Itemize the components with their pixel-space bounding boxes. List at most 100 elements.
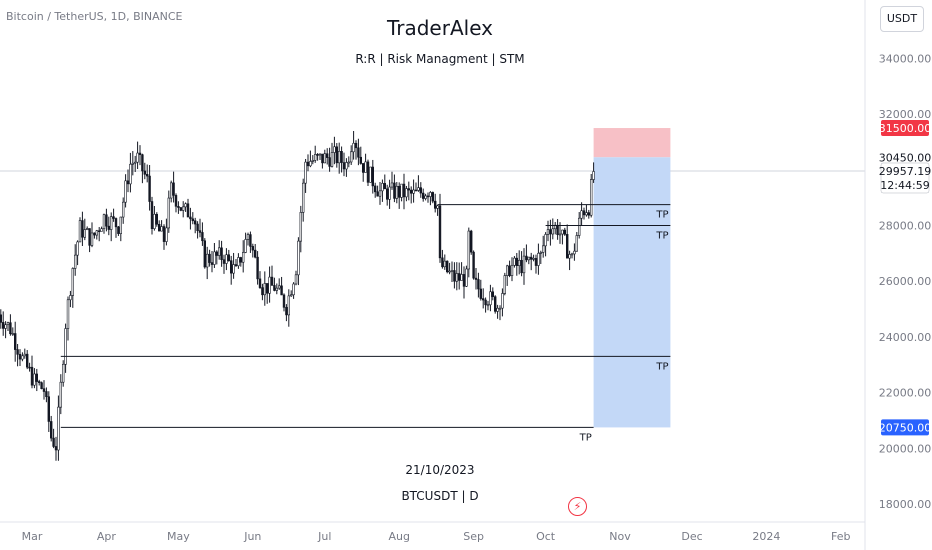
candle-body bbox=[546, 229, 550, 235]
candle-body bbox=[131, 162, 134, 165]
candle-body bbox=[119, 216, 123, 234]
candle-body bbox=[563, 229, 567, 235]
target-zone bbox=[593, 157, 671, 428]
candle-body bbox=[124, 180, 127, 203]
y-tick-label: 22000.00 bbox=[879, 387, 932, 400]
candle-body bbox=[592, 171, 595, 180]
candle-body bbox=[158, 223, 161, 232]
candle-body bbox=[309, 161, 312, 167]
candle-body bbox=[174, 195, 178, 207]
candle-body bbox=[45, 391, 48, 398]
y-tick-label: 18000.00 bbox=[879, 498, 932, 511]
candle-body bbox=[573, 250, 576, 255]
candle-body bbox=[47, 396, 51, 422]
candle-body bbox=[493, 296, 497, 312]
candle-body bbox=[388, 186, 391, 200]
symbol-title[interactable]: Bitcoin / TetherUS, 1D, BINANCE bbox=[6, 10, 183, 23]
candle-body bbox=[337, 151, 341, 164]
y-tick-label: 28000.00 bbox=[879, 220, 932, 233]
last-price-label: 29957.19 bbox=[879, 165, 932, 178]
candle-body bbox=[246, 234, 250, 240]
candle-body bbox=[297, 240, 300, 276]
candle-body bbox=[508, 265, 511, 276]
y-tick-label: 26000.00 bbox=[879, 275, 932, 288]
candle-body bbox=[69, 295, 72, 301]
candle-body bbox=[122, 201, 125, 218]
candle-body bbox=[299, 212, 302, 242]
candle-body bbox=[254, 249, 257, 258]
candle-body bbox=[400, 183, 403, 198]
candle-body bbox=[177, 205, 180, 208]
candle-body bbox=[18, 354, 22, 360]
candle-body bbox=[397, 185, 401, 198]
bar-timer-label: 12:44:59 bbox=[880, 179, 929, 192]
candle-body bbox=[453, 270, 456, 282]
candle-body bbox=[40, 382, 43, 389]
candle-body bbox=[201, 232, 204, 242]
x-tick-label: Apr bbox=[97, 530, 117, 543]
candle-body bbox=[268, 276, 271, 294]
candle-body bbox=[558, 233, 562, 236]
candle-body bbox=[361, 163, 365, 173]
candle-body bbox=[527, 256, 531, 261]
candle-body bbox=[220, 247, 223, 260]
candle-body bbox=[61, 363, 65, 383]
candle-body bbox=[369, 166, 372, 183]
candle-body bbox=[402, 183, 406, 198]
candle-body bbox=[376, 191, 379, 197]
candle-body bbox=[426, 195, 430, 198]
candle-body bbox=[155, 213, 158, 225]
candle-body bbox=[441, 257, 444, 268]
candle-body bbox=[551, 228, 555, 235]
candle-body bbox=[520, 259, 523, 274]
candle-body bbox=[270, 276, 274, 286]
candle-body bbox=[275, 287, 278, 291]
candle-body bbox=[64, 328, 67, 365]
candle-body bbox=[445, 260, 449, 273]
candle-body bbox=[318, 153, 322, 156]
candle-body bbox=[136, 152, 139, 163]
candle-body bbox=[66, 299, 70, 329]
tp-label: TP bbox=[579, 432, 592, 443]
candle-body bbox=[239, 257, 242, 263]
candle-body bbox=[1, 322, 5, 329]
candle-body bbox=[345, 162, 348, 170]
entry-price-label: 30450.00 bbox=[879, 151, 932, 164]
flash-icon[interactable]: ⚡ bbox=[568, 497, 587, 516]
target-price-label-bg bbox=[881, 419, 929, 436]
candle-body bbox=[14, 333, 17, 350]
candle-body bbox=[196, 223, 199, 231]
candle-body bbox=[203, 240, 206, 268]
x-tick-label: Nov bbox=[609, 530, 631, 543]
candle-body bbox=[383, 183, 386, 190]
candle-body bbox=[419, 187, 422, 194]
candle-body bbox=[76, 241, 79, 256]
candle-body bbox=[469, 230, 473, 253]
candle-body bbox=[186, 203, 190, 218]
candle-body bbox=[4, 324, 7, 329]
tp-label: TP bbox=[655, 361, 668, 372]
candle-body bbox=[414, 189, 418, 192]
candle-body bbox=[450, 270, 454, 272]
candle-body bbox=[110, 216, 113, 230]
candle-body bbox=[100, 228, 103, 232]
candle-body bbox=[232, 264, 235, 274]
candle-body bbox=[366, 161, 370, 183]
candle-body bbox=[90, 232, 94, 246]
candle-body bbox=[306, 161, 310, 167]
candle-body bbox=[328, 157, 331, 167]
candle-body bbox=[42, 388, 46, 392]
candle-body bbox=[479, 288, 482, 299]
candle-body bbox=[429, 192, 432, 197]
tp-label: TP bbox=[655, 231, 668, 242]
candle-body bbox=[587, 212, 591, 216]
candle-body bbox=[364, 161, 367, 173]
candle-body bbox=[390, 182, 394, 188]
y-tick-label: 20000.00 bbox=[879, 442, 932, 455]
currency-button[interactable]: USDT bbox=[880, 6, 924, 32]
candle-body bbox=[126, 180, 130, 185]
candle-body bbox=[37, 381, 41, 383]
candle-body bbox=[529, 256, 533, 260]
